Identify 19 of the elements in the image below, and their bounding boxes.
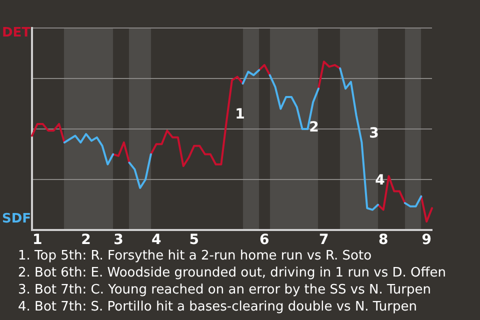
x-tick-label: 2 <box>81 232 91 248</box>
x-tick-label: 6 <box>260 232 270 248</box>
x-tick-label: 9 <box>422 232 432 248</box>
x-tick-label: 1 <box>32 232 42 248</box>
x-tick-label: 4 <box>151 232 162 248</box>
text: 1. Top 5th: R. Forsythe hit a 2-run home run vs R. Soto <box>18 248 372 264</box>
x-tick-label: 8 <box>378 232 388 248</box>
text: 4. Bot 7th: S. Portillo hit a bases-clearing double vs N. Turpen <box>18 299 417 314</box>
annotation: 4 <box>375 172 386 189</box>
annotation: 2 <box>309 120 319 136</box>
text: SDF <box>2 211 32 226</box>
text: DET <box>2 25 31 40</box>
annotation: 1 <box>235 106 245 123</box>
text: 2. Bot 6th: E. Woodside grounded out, driving in 1 run vs D. Offen <box>18 265 446 280</box>
annotation: 3 <box>369 126 379 142</box>
text: 3. Bot 7th: C. Young reached on an error by the SS vs N. Turpen <box>18 282 431 298</box>
x-tick-label: 3 <box>114 232 124 248</box>
x-tick-label: 5 <box>189 232 200 248</box>
x-tick-label: 7 <box>319 232 329 248</box>
